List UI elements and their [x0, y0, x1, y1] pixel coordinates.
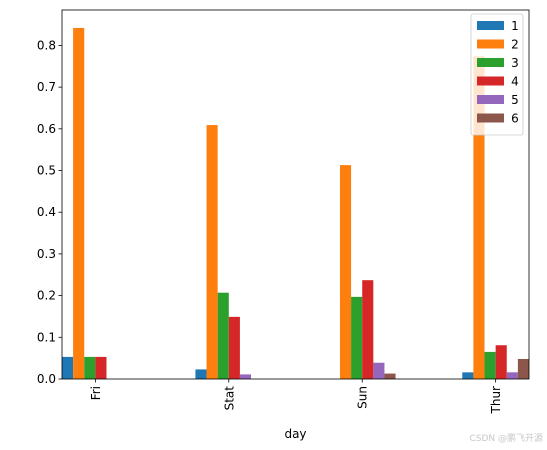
legend-label-3: 3: [511, 56, 519, 70]
plot-frame: [61, 9, 530, 380]
bar-series-4-thur: [495, 345, 507, 379]
x-tick-label: Thur: [489, 386, 503, 415]
bar-series-1-fri: [62, 356, 74, 379]
bar-series-6-sun: [384, 373, 396, 379]
x-axis-label: day: [284, 427, 306, 441]
bar-series-2-sun: [339, 165, 352, 379]
y-tick-label: 0.7: [37, 80, 56, 94]
y-tick-label: 0.5: [37, 164, 56, 178]
bar-series-4-stat: [228, 316, 240, 379]
y-tick-label: 0.2: [37, 289, 56, 303]
x-tick-label: Fri: [89, 386, 103, 400]
bar-series-1-stat: [195, 369, 207, 379]
bar-series-2-thur: [473, 56, 485, 379]
legend-swatch-3: [477, 58, 504, 67]
bar-series-3-fri: [84, 356, 96, 379]
legend-swatch-4: [477, 76, 504, 86]
bar-series-4-fri: [95, 356, 107, 379]
legend-swatch-1: [477, 21, 504, 30]
y-tick-label: 0.8: [37, 38, 56, 52]
bar-series-4-sun: [362, 280, 374, 379]
legend-label-5: 5: [511, 93, 519, 107]
legend-label-2: 2: [511, 38, 519, 52]
legend-label-6: 6: [511, 112, 519, 126]
x-tick-label: Stat: [222, 386, 236, 411]
y-tick-label: 0.6: [37, 122, 56, 136]
legend-swatch-2: [477, 39, 504, 49]
bar-series-2-stat: [206, 125, 218, 379]
legend-swatch-5: [477, 95, 504, 104]
y-tick-label: 0.3: [37, 247, 56, 261]
axes-layer: 0.0 0.1 0.2 0.3 0.4 0.5 0.6 0.7 0.8 Fri Stat Sun Thu…: [37, 9, 530, 415]
bar-series-3-sun: [351, 296, 363, 379]
bar-series-5-stat: [239, 374, 252, 379]
bar-series-5-thur: [506, 372, 518, 379]
legend-swatch-6: [477, 113, 504, 123]
bar-series-3-stat: [217, 292, 229, 379]
bars-layer: [62, 27, 529, 380]
x-tick-label: Sun: [356, 386, 370, 409]
bar-series-2-fri: [73, 27, 85, 380]
bar-series-5-sun: [373, 362, 385, 379]
bar-series-6-thur: [517, 358, 529, 379]
y-tick-label: 0.1: [37, 330, 56, 344]
watermark-text: CSDN @鹏飞开源: [469, 434, 543, 444]
bar-series-1-thur: [462, 372, 474, 379]
legend-label-4: 4: [511, 75, 519, 89]
legend: 1 2 3 4 5 6: [470, 13, 524, 136]
y-tick-label: 0.0: [37, 372, 56, 386]
y-tick-label: 0.4: [37, 205, 56, 219]
bar-series-3-thur: [484, 351, 496, 379]
legend-label-1: 1: [511, 19, 519, 33]
